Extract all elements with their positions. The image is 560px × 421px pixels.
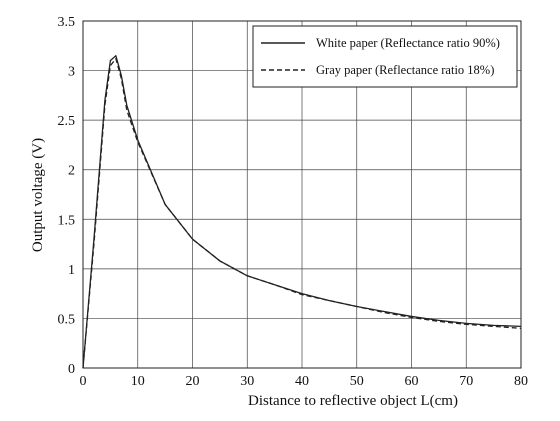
- legend: White paper (Reflectance ratio 90%) Gray…: [252, 25, 518, 88]
- x-axis-label: Distance to reflective object L(cm): [248, 393, 458, 409]
- series-line-gray-paper: [82, 58, 522, 369]
- x-tick-label: 30: [240, 374, 254, 389]
- series-lines: [82, 55, 522, 369]
- y-tick-label: 2: [68, 164, 75, 179]
- plot-frame: [82, 20, 522, 369]
- x-tick-label: 60: [405, 374, 419, 389]
- y-tick-label: 2.5: [58, 114, 76, 129]
- x-tick-label: 70: [459, 374, 473, 389]
- y-axis-label: Output voltage (V): [30, 138, 46, 252]
- y-tick-label: 0.5: [58, 312, 76, 327]
- x-tick-label: 50: [350, 374, 364, 389]
- x-tick-label: 40: [295, 374, 309, 389]
- y-tick-label: 1: [68, 263, 75, 278]
- legend-box: [252, 25, 518, 88]
- x-tick-label: 20: [186, 374, 200, 389]
- legend-label-gray-paper: Gray paper (Reflectance ratio 18%): [316, 63, 494, 77]
- y-tick-label: 3: [68, 65, 75, 80]
- x-tick-label: 80: [514, 374, 528, 389]
- y-tick-label: 0: [68, 362, 75, 377]
- x-tick-label: 10: [131, 374, 145, 389]
- y-tick-label: 3.5: [58, 15, 76, 30]
- y-tick-label: 1.5: [58, 213, 76, 228]
- legend-label-white-paper: White paper (Reflectance ratio 90%): [316, 36, 500, 50]
- x-tick-label: 0: [80, 374, 87, 389]
- tick-labels: 0 10 20 30 40 50 60 70 80 0 0.5 1 1.5 2 2.5 3 3.5: [58, 15, 529, 389]
